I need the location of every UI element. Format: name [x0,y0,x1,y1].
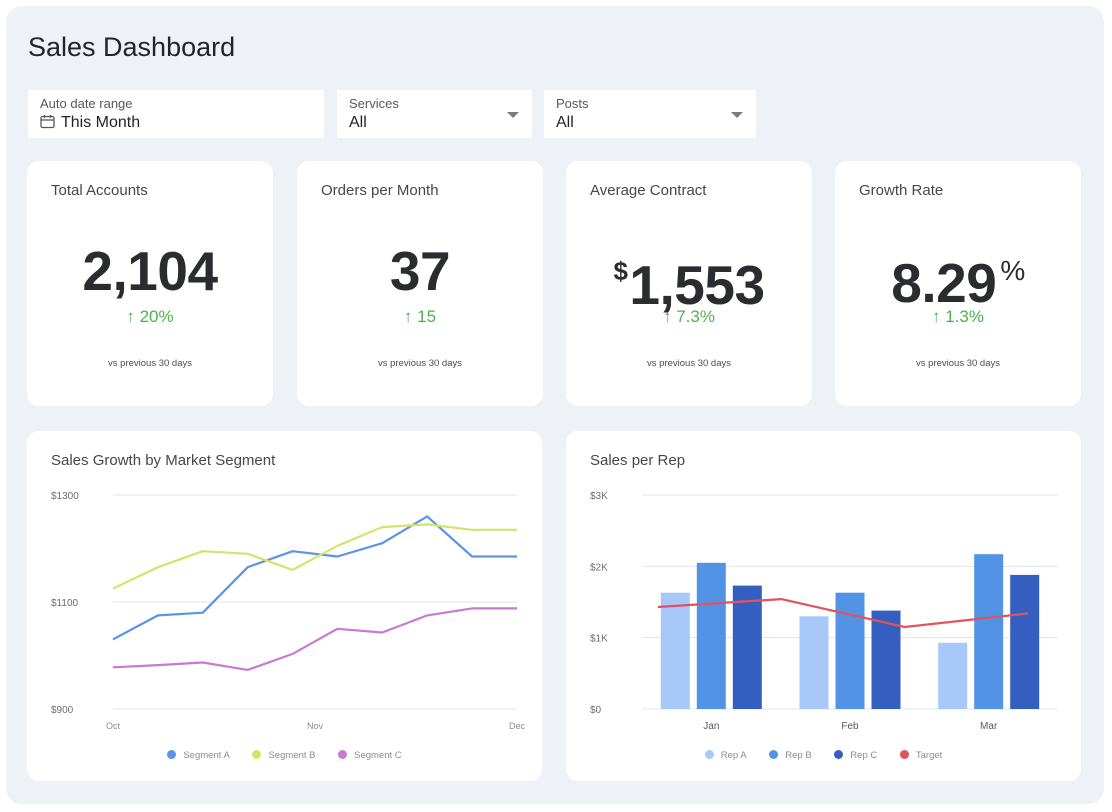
y-tick-label: $1300 [51,491,79,502]
percent-symbol: % [1000,255,1025,286]
target-line [657,598,1029,629]
kpi-label: Growth Rate [859,182,944,199]
y-tick-label: $3K [590,491,608,502]
legend-item-segment-b[interactable]: Segment B [252,750,315,761]
x-tick-label: Jan [703,721,719,732]
dashboard-frame: Sales Dashboard Auto date range This Mon… [6,6,1104,804]
x-tick-label: Dec [509,721,526,731]
y-tick-label: $0 [590,705,602,716]
kpi-value: 8.29 [891,252,997,314]
legend-dot-icon [834,750,844,759]
bar-rep-a-mar [938,642,968,709]
bar-rep-a-feb [799,616,829,709]
legend-item-rep-a[interactable]: Rep A [704,750,747,761]
chart-title: Sales per Rep [590,452,686,469]
y-tick-label: $1K [590,634,608,645]
services-dropdown[interactable]: Services All [337,90,532,138]
bar-rep-b-jan [696,562,726,709]
sales-per-rep-chart: $3K $2K $1K $0 Jan Feb Mar [590,491,1058,732]
chart-legend: Rep A Rep B Rep C Target [566,750,1081,761]
legend-dot-icon [769,750,779,759]
legend-item-segment-c[interactable]: Segment C [338,750,402,761]
sales-per-rep-chart-card: $3K $2K $1K $0 Jan Feb Mar Sales per Rep Rep A… [566,431,1081,781]
bar-rep-c-jan [732,585,762,709]
legend-dot-icon [252,750,262,759]
x-tick-label: Mar [980,721,998,732]
bar-rep-a-jan [660,592,690,709]
legend-dot-icon [167,750,177,759]
kpi-label: Orders per Month [321,182,439,199]
kpi-label: Total Accounts [51,182,148,199]
date-range-label: Auto date range [40,96,133,111]
chevron-down-icon[interactable] [731,112,743,118]
legend-dot-icon [338,750,348,759]
kpi-card-average-contract: Average Contract $1,553 ↑ 7.3% vs previo… [566,161,812,406]
series-line-segment-a [112,515,517,641]
page-title: Sales Dashboard [28,32,236,62]
x-tick-label: Nov [307,721,324,731]
chevron-down-icon[interactable] [507,112,519,118]
y-tick-label: $1100 [51,598,79,609]
date-range-value: This Month [61,114,141,131]
y-tick-label: $900 [51,705,74,716]
kpi-card-total-accounts: Total Accounts 2,104 ↑ 20% vs previous 3… [27,161,273,406]
calendar-icon [40,115,55,129]
series-line-segment-c [112,607,517,671]
kpi-value: 2,104 [82,240,218,302]
kpi-note: vs previous 30 days [378,358,462,369]
chart-title: Sales Growth by Market Segment [51,452,276,469]
bar-rep-b-feb [835,592,865,709]
bar-rep-c-feb [871,610,901,709]
kpi-card-growth-rate: Growth Rate 8.29% ↑ 1.3% vs previous 30 … [835,161,1081,406]
legend-item-rep-b[interactable]: Rep B [769,750,812,761]
services-value: All [349,114,367,131]
posts-dropdown[interactable]: Posts All [544,90,756,138]
date-range-filter[interactable]: Auto date range This Month [28,90,324,138]
posts-label: Posts [556,96,589,111]
kpi-delta: ↑ 1.3% [932,307,984,326]
kpi-value: 37 [389,240,451,302]
legend-item-rep-c[interactable]: Rep C [834,750,877,761]
segment-growth-chart-card: $1300 $1100 $900 Oct Nov Dec Sales Growth by … [27,431,542,781]
currency-symbol: $ [613,256,628,286]
x-tick-label: Oct [106,721,121,731]
bar-rep-b-mar [974,554,1004,709]
segment-growth-chart: $1300 $1100 $900 Oct Nov Dec [51,491,526,731]
kpi-note: vs previous 30 days [916,358,1000,369]
bar-rep-c-mar [1010,574,1040,709]
legend-dot-icon [899,750,909,759]
chart-legend: Segment A Segment B Segment C [27,750,542,761]
y-tick-label: $2K [590,562,608,573]
kpi-note: vs previous 30 days [647,358,731,369]
services-label: Services [349,96,399,111]
kpi-delta: ↑ 20% [126,307,174,326]
kpi-card-orders-per-month: Orders per Month 37 ↑ 15 vs previous 30 … [297,161,543,406]
legend-dot-icon [704,750,714,759]
kpi-value: 1,553 [629,254,765,316]
kpi-label: Average Contract [590,182,707,199]
legend-item-segment-a[interactable]: Segment A [167,750,230,761]
kpi-delta: ↑ 15 [403,307,437,326]
series-line-segment-b [112,523,517,590]
posts-value: All [556,114,574,131]
legend-item-target[interactable]: Target [899,750,942,761]
kpi-delta: ↑ 7.3% [663,307,715,326]
kpi-note: vs previous 30 days [108,358,192,369]
x-tick-label: Feb [841,721,859,732]
